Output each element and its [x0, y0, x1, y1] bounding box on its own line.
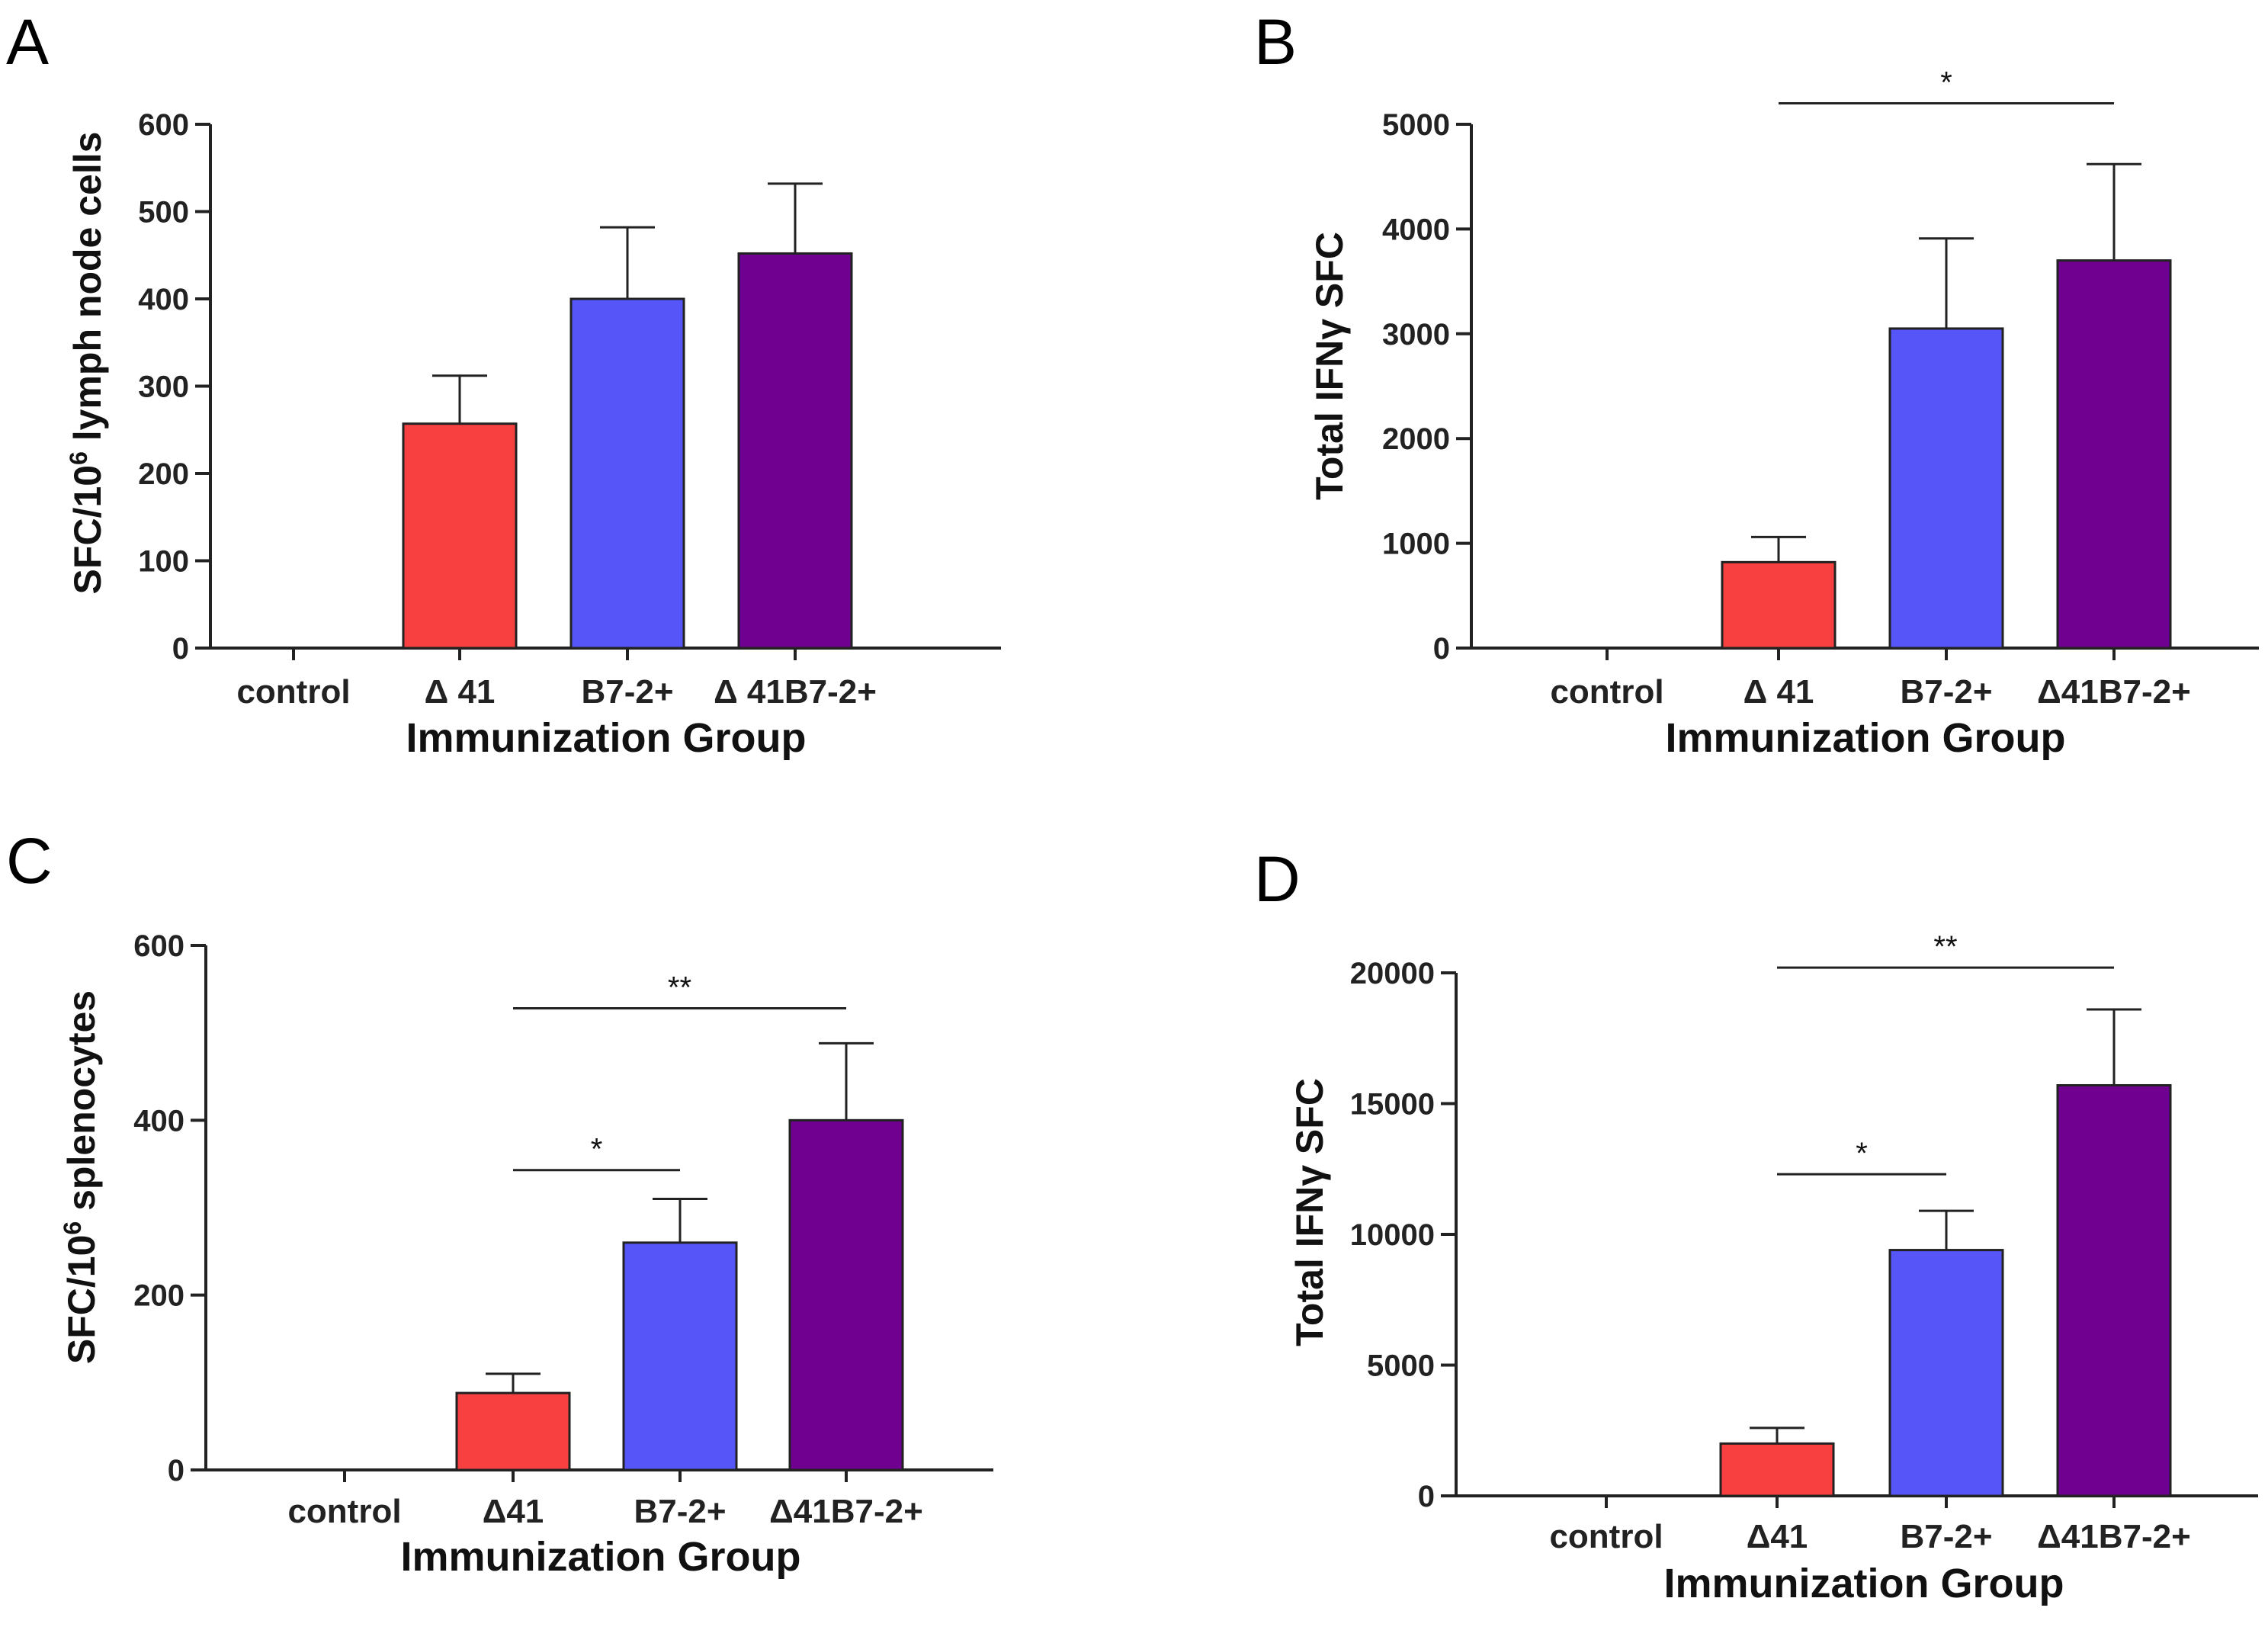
panel-c-x-tick-label: B7-2+ — [634, 1493, 726, 1530]
panel-a-y-tick-label: 600 — [138, 108, 189, 142]
panel-a-x-tick-label: Δ 41 — [425, 673, 496, 711]
panel-b-bar — [1888, 327, 2004, 650]
panel-a-x-tick-label: control — [236, 673, 350, 711]
panel-a-y-tick-label: 300 — [138, 371, 189, 404]
panel-a-y-axis-title: SFC/106 lymph node cells — [65, 132, 109, 595]
panel-d-significance-label: ** — [1933, 930, 1957, 964]
panel-c-significance-label: ** — [668, 971, 691, 1005]
panel-c: C SFC/106 splenocytes 0 200 400 600 control Δ… — [6, 825, 993, 1580]
panel-d-bar — [1888, 1249, 2004, 1497]
panel-c-significance-label: * — [591, 1133, 603, 1166]
panel-b: B Total IFNγ SFC 0 1000 2000 3000 4000 5000 co… — [1254, 6, 2259, 761]
panel-a-bar — [569, 297, 685, 650]
panel-d-letter: D — [1254, 843, 1301, 915]
panel-d-x-tick-label: Δ41B7-2+ — [2037, 1518, 2191, 1555]
panel-d-bar — [2056, 1083, 2172, 1497]
panel-c-significance: *** — [513, 971, 846, 1172]
panel-a-bars — [402, 182, 853, 650]
panel-b-x-tick-label: Δ41B7-2+ — [2037, 673, 2191, 711]
panel-b-x-tick-label: B7-2+ — [1900, 673, 1992, 711]
panel-d-x-tick-label: control — [1549, 1518, 1663, 1555]
panel-d-significance: *** — [1777, 930, 2114, 1176]
panel-b-x-tick-label: Δ 41 — [1744, 673, 1814, 711]
panel-d-bars — [1719, 1008, 2172, 1497]
panel-c-x-tick-label: Δ41 — [483, 1493, 544, 1530]
panel-b-x-axis-title: Immunization Group — [1666, 715, 2066, 761]
panel-c-x-axis-title: Immunization Group — [401, 1534, 801, 1580]
panel-c-bar — [788, 1118, 904, 1471]
panel-a-bar — [737, 252, 853, 650]
panel-d-x-axis-title: Immunization Group — [1664, 1561, 2064, 1606]
panel-a-y-tick-label: 200 — [138, 457, 189, 491]
panel-b-significance-label: * — [1940, 66, 1952, 100]
panel-d-y-tick-label: 15000 — [1350, 1088, 1435, 1122]
panel-a: A SFC/106 lymph node cells 0 100 200 300 400… — [6, 6, 1001, 761]
panel-d-x-tick-label: B7-2+ — [1900, 1518, 1992, 1555]
panel-b-y-tick-label: 2000 — [1382, 422, 1450, 456]
panel-c-y-tick-label: 600 — [133, 929, 184, 963]
panel-c-y-tick-label: 0 — [168, 1454, 184, 1487]
panel-d-y-tick-label: 10000 — [1350, 1218, 1435, 1252]
panel-b-y-tick-label: 4000 — [1382, 213, 1450, 246]
panel-a-y-tick-label: 400 — [138, 283, 189, 316]
panel-a-x-tick-label: B7-2+ — [581, 673, 673, 711]
panel-a-y-tick-label: 100 — [138, 545, 189, 579]
panel-b-significance: * — [1779, 66, 2114, 105]
panel-a-x-tick-label: Δ 41B7-2+ — [714, 673, 877, 711]
panel-b-y-tick-label: 5000 — [1382, 108, 1450, 142]
panel-d-x-tick-label: Δ41 — [1747, 1518, 1808, 1555]
panel-d-y-tick-label: 5000 — [1367, 1349, 1435, 1383]
panel-c-bar — [455, 1391, 571, 1471]
panel-c-bars — [455, 1041, 904, 1471]
panel-b-y-tick-label: 3000 — [1382, 318, 1450, 351]
panel-d-y-tick-label: 20000 — [1350, 957, 1435, 990]
panel-c-y-tick-label: 400 — [133, 1104, 184, 1138]
panel-b-y-tick-label: 0 — [1433, 632, 1450, 666]
panel-a-y-tick-label: 0 — [172, 632, 189, 666]
panel-b-x-tick-label: control — [1550, 673, 1663, 711]
panel-b-y-tick-label: 1000 — [1382, 528, 1450, 561]
panel-b-y-axis-title: Total IFNγ SFC — [1308, 232, 1351, 500]
panel-b-bar — [1721, 560, 1837, 650]
panel-b-letter: B — [1254, 6, 1297, 78]
panel-d-y-tick-label: 0 — [1418, 1480, 1435, 1513]
panel-c-letter: C — [6, 825, 53, 897]
panel-d-y-axis-title: Total IFNγ SFC — [1288, 1078, 1331, 1346]
panel-d-bar — [1719, 1442, 1835, 1497]
panel-b-bars — [1721, 162, 2172, 650]
panel-c-x-tick-label: control — [287, 1493, 401, 1530]
panel-c-bar — [622, 1241, 738, 1471]
panel-d-significance-label: * — [1856, 1137, 1868, 1170]
panel-b-bar — [2056, 259, 2172, 650]
panel-c-y-axis-title: SFC/106 splenocytes — [59, 990, 103, 1364]
panel-c-x-tick-label: Δ41B7-2+ — [769, 1493, 923, 1530]
panel-a-y-tick-label: 500 — [138, 196, 189, 229]
panel-d: D Total IFNγ SFC 0 5000 10000 15000 20000 con… — [1254, 843, 2258, 1606]
panel-a-letter: A — [6, 6, 49, 78]
panel-a-bar — [402, 422, 518, 650]
panel-b-axes: 0 1000 2000 3000 4000 5000 control Δ 41 B7-2+ Δ41… — [1382, 108, 2259, 711]
panel-c-y-tick-label: 200 — [133, 1279, 184, 1313]
panel-a-x-axis-title: Immunization Group — [406, 715, 807, 761]
